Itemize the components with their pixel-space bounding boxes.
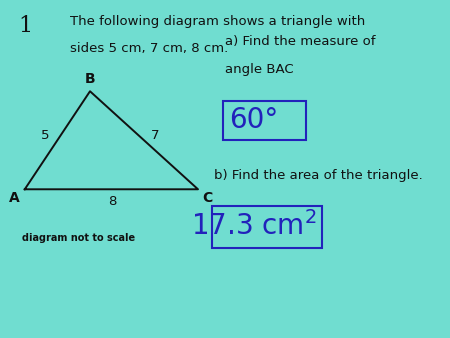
Text: 17.3 cm$^{2}$: 17.3 cm$^{2}$ (191, 212, 317, 241)
Text: The following diagram shows a triangle with: The following diagram shows a triangle w… (70, 15, 365, 28)
Text: C: C (202, 191, 212, 205)
FancyBboxPatch shape (223, 101, 306, 140)
Text: 60°: 60° (230, 106, 279, 134)
Text: b) Find the area of the triangle.: b) Find the area of the triangle. (214, 169, 423, 182)
Text: 7: 7 (151, 129, 159, 142)
Text: diagram not to scale: diagram not to scale (22, 233, 135, 243)
Text: 5: 5 (41, 129, 49, 142)
Text: B: B (85, 72, 95, 87)
Text: 1: 1 (18, 15, 32, 37)
Text: 8: 8 (108, 195, 117, 208)
Text: sides 5 cm, 7 cm, 8 cm.: sides 5 cm, 7 cm, 8 cm. (70, 42, 228, 55)
Text: angle BAC: angle BAC (225, 63, 293, 75)
Text: a) Find the measure of: a) Find the measure of (225, 35, 375, 48)
FancyBboxPatch shape (212, 206, 322, 248)
Text: A: A (9, 191, 20, 205)
